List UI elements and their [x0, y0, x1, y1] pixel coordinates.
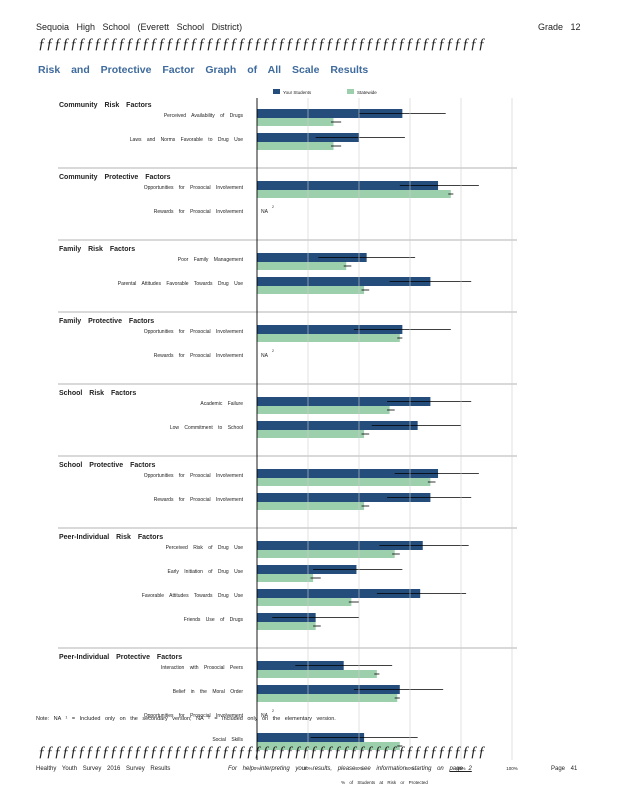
group-title: Peer-Individual Protective Factors	[59, 654, 182, 661]
footer-help-text: For help interpreting your results, plea…	[228, 766, 472, 772]
bar-statewide	[257, 334, 400, 342]
bar-statewide	[257, 550, 395, 558]
bar-statewide	[257, 190, 451, 198]
na-label: NA	[261, 209, 269, 215]
page-link[interactable]: page 2	[449, 766, 472, 772]
bar-statewide	[257, 406, 390, 414]
grade-label: Grade 12	[538, 22, 581, 32]
group-title: Community Protective Factors	[59, 174, 171, 181]
na-superscript: 2	[272, 205, 274, 209]
x-tick-label: 60%	[405, 766, 414, 771]
bar-your-students	[257, 397, 431, 406]
legend-label-your-students: Your Students	[283, 90, 312, 95]
category-label: Low Commitment to School	[170, 425, 243, 431]
bar-your-students	[257, 109, 403, 118]
category-label: Friends Use of Drugs	[184, 617, 244, 623]
category-label: Social Skills	[212, 737, 243, 743]
category-label: Opportunities for Prosocial Involvement	[144, 329, 244, 335]
school-name: Sequoia High School (Everett School Dist…	[36, 22, 243, 32]
bar-statewide	[257, 118, 334, 126]
page-number: Page 41	[551, 766, 578, 772]
bar-your-students	[257, 685, 400, 694]
bar-statewide	[257, 742, 400, 750]
legend-swatch-your-students	[273, 89, 280, 94]
bar-statewide	[257, 598, 352, 606]
bar-your-students	[257, 493, 431, 502]
bar-your-students	[257, 589, 421, 598]
footer-survey-name: Healthy Youth Survey 2016 Survey Results	[36, 766, 171, 772]
na-superscript: 2	[272, 349, 274, 353]
category-label: Belief in the Moral Order	[173, 689, 244, 695]
category-label: Early Initiation of Drug Use	[168, 569, 244, 575]
bar-your-students	[257, 325, 403, 334]
bar-your-students	[257, 253, 367, 262]
x-tick-label: 100%	[506, 766, 518, 771]
category-label: Poor Family Management	[178, 257, 244, 263]
bar-your-students	[257, 277, 431, 286]
legend-label-statewide: Statewide	[357, 90, 377, 95]
bar-statewide	[257, 670, 377, 678]
bar-your-students	[257, 181, 439, 190]
category-label: Rewards for Prosocial Involvement	[154, 209, 244, 215]
group-title: Family Risk Factors	[59, 246, 135, 253]
group-title: Community Risk Factors	[59, 102, 152, 109]
group-title: Family Protective Factors	[59, 318, 154, 325]
category-label: Laws and Norms Favorable to Drug Use	[130, 137, 243, 143]
group-title: School Risk Factors	[59, 390, 136, 397]
x-axis-label: % of Students at Risk or Protected	[341, 780, 428, 785]
x-tick-label: 0%	[254, 766, 261, 771]
footnote: Note: NA ¹ = Included only on the second…	[36, 716, 336, 722]
bar-statewide	[257, 286, 365, 294]
category-label: Opportunities for Prosocial Involvement	[144, 713, 244, 719]
category-label: Academic Failure	[200, 401, 243, 407]
category-label: Interaction with Prosocial Peers	[161, 665, 244, 671]
na-label: NA	[261, 353, 269, 359]
category-label: Parental Attitudes Favorable Towards Dru…	[118, 281, 243, 287]
legend-swatch-statewide	[347, 89, 354, 94]
na-label: NA	[261, 713, 269, 719]
bar-statewide	[257, 262, 347, 270]
page-title: Risk and Protective Factor Graph of All …	[38, 64, 369, 76]
bar-your-students	[257, 565, 357, 574]
bar-statewide	[257, 142, 334, 150]
x-tick-label: 20%	[303, 766, 312, 771]
footer-help-prefix: For help interpreting your results, plea…	[228, 766, 444, 772]
category-label: Rewards for Prosocial Involvement	[154, 497, 244, 503]
bar-your-students	[257, 541, 423, 550]
bar-statewide	[257, 478, 431, 486]
x-tick-label: 40%	[354, 766, 363, 771]
group-title: School Protective Factors	[59, 462, 155, 469]
na-superscript: 2	[272, 709, 274, 713]
category-label: Perceived Availability of Drugs	[164, 113, 244, 119]
group-title: Peer-Individual Risk Factors	[59, 534, 163, 541]
category-label: Favorable Attitudes Towards Drug Use	[142, 593, 243, 599]
category-label: Opportunities for Prosocial Involvement	[144, 473, 244, 479]
header-rule: ƒƒƒƒƒƒƒƒƒƒƒƒƒƒƒƒƒƒƒƒƒƒƒƒƒƒƒƒƒƒƒƒƒƒƒƒƒƒƒƒ…	[38, 36, 486, 52]
category-label: Opportunities for Prosocial Involvement	[144, 185, 244, 191]
x-tick-label: 80%	[456, 766, 465, 771]
bar-your-students	[257, 469, 439, 478]
bar-statewide	[257, 430, 365, 438]
bar-statewide	[257, 622, 316, 630]
bar-your-students	[257, 421, 418, 430]
bar-statewide	[257, 502, 365, 510]
footer-rule: ƒƒƒƒƒƒƒƒƒƒƒƒƒƒƒƒƒƒƒƒƒƒƒƒƒƒƒƒƒƒƒƒƒƒƒƒƒƒƒƒ…	[38, 744, 486, 760]
category-label: Rewards for Prosocial Involvement	[154, 353, 244, 359]
bar-statewide	[257, 694, 398, 702]
category-label: Perceived Risk of Drug Use	[166, 545, 244, 551]
bar-statewide	[257, 574, 314, 582]
